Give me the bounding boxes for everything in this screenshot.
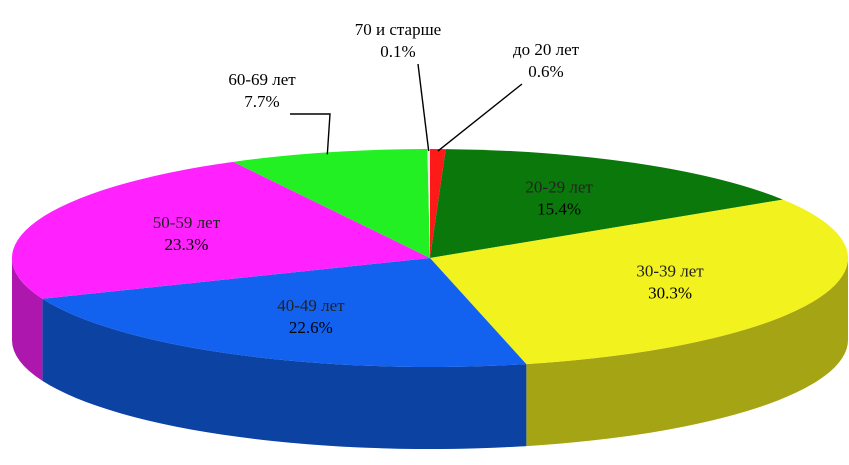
slice-label: 20-29 лет xyxy=(525,177,593,196)
slice-side-shade xyxy=(12,258,43,381)
slice-value-label: 0.6% xyxy=(528,62,563,81)
slice xyxy=(11,161,431,299)
slice-label: 60-69 лет xyxy=(228,70,296,89)
slice-value-label: 7.7% xyxy=(244,92,279,111)
slice-side xyxy=(12,258,43,381)
leader-line xyxy=(417,63,430,152)
slice xyxy=(42,258,527,368)
slice-side xyxy=(526,258,848,447)
slice-label: 50-59 лет xyxy=(153,213,221,232)
slice xyxy=(430,199,849,365)
slice-label: 40-49 лет xyxy=(277,296,345,315)
slice xyxy=(427,149,430,258)
slice-label: до 20 лет xyxy=(513,40,580,59)
slice xyxy=(430,149,783,258)
slice-side xyxy=(42,298,527,449)
slice-side-shade xyxy=(42,298,527,449)
slice-label: 30-39 лет xyxy=(636,261,704,280)
slice-value-label: 30.3% xyxy=(648,283,692,302)
slice-value-label: 15.4% xyxy=(537,199,581,218)
slice-label: 70 и старше xyxy=(355,20,441,39)
leader-line xyxy=(437,83,523,152)
slice-value-label: 22.6% xyxy=(289,318,333,337)
slice xyxy=(233,149,430,258)
slice-side-shade xyxy=(526,258,848,447)
leader-line xyxy=(290,113,331,155)
slice xyxy=(430,149,446,258)
slice-value-label: 23.3% xyxy=(164,235,208,254)
slice-value-label: 0.1% xyxy=(380,42,415,61)
